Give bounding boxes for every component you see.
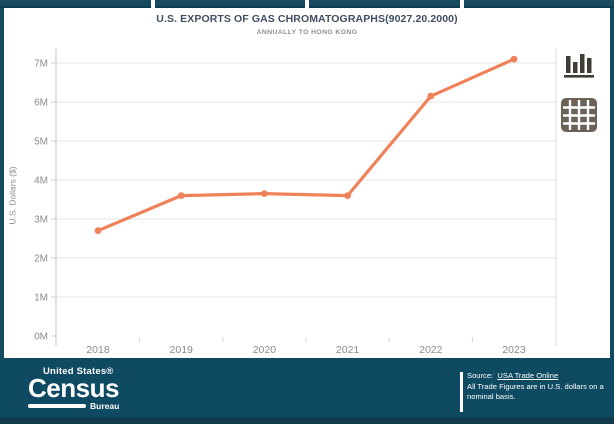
source-line: Source: USA Trade Online bbox=[467, 371, 604, 382]
sheet-tab-1[interactable] bbox=[0, 0, 151, 8]
logo-census: Census bbox=[28, 373, 119, 403]
logo-united-states: United States® bbox=[43, 366, 114, 377]
line-chart-canvas[interactable]: 0M 1M 2M 3M 4M 5M 6M 7M 2018 2019 2020 2021 2022 2023 bbox=[0, 40, 614, 358]
y-tick-label: 0M bbox=[34, 332, 48, 343]
chart-title: U.S. EXPORTS OF GAS CHROMATOGRAPHS(9027.… bbox=[156, 13, 458, 25]
footer: United States® Census Bureau Source: USA… bbox=[0, 358, 614, 424]
y-tick-label: 1M bbox=[34, 293, 48, 304]
y-tick-label: 3M bbox=[34, 215, 48, 226]
usa-trade-online-link[interactable]: USA Trade Online bbox=[497, 371, 559, 380]
data-point-marker[interactable] bbox=[510, 55, 518, 63]
trade-note-line-1: All Trade Figures are in U.S. dollars on… bbox=[467, 381, 604, 391]
sheet-tab-2[interactable] bbox=[154, 0, 305, 8]
x-tick-label: 2023 bbox=[502, 344, 526, 356]
source-block: Source: USA Trade Online All Trade Figur… bbox=[460, 371, 604, 412]
data-line[interactable] bbox=[96, 57, 516, 233]
table-view-button[interactable] bbox=[560, 97, 598, 136]
data-point-marker[interactable] bbox=[94, 227, 102, 235]
sheet-tab-4[interactable] bbox=[463, 0, 614, 8]
data-point-marker[interactable] bbox=[261, 190, 268, 198]
x-tick-label: 2021 bbox=[336, 344, 360, 356]
trade-note-line-2: nominal basis. bbox=[467, 392, 516, 402]
right-border bbox=[610, 0, 614, 424]
x-tick-label: 2020 bbox=[253, 344, 277, 356]
y-tick-label: 7M bbox=[34, 59, 48, 70]
census-bureau-logo: United States® Census Bureau bbox=[28, 366, 119, 411]
x-tick-label: 2019 bbox=[170, 344, 194, 356]
table-icon bbox=[561, 98, 597, 132]
bar-chart-view-button[interactable] bbox=[563, 48, 595, 83]
x-tick-label: 2022 bbox=[419, 344, 443, 356]
source-label: Source: bbox=[467, 371, 494, 380]
y-tick-label: 5M bbox=[34, 137, 48, 148]
y-tick-label: 2M bbox=[34, 254, 48, 265]
source-divider-rule bbox=[460, 372, 463, 412]
data-point-marker[interactable] bbox=[177, 192, 185, 200]
sheet-tab-3[interactable] bbox=[309, 0, 460, 8]
data-point-marker[interactable] bbox=[427, 92, 435, 100]
bar-chart-icon bbox=[564, 54, 594, 78]
data-point-marker[interactable] bbox=[344, 192, 351, 200]
y-axis-title: U.S. Dollars ($) bbox=[7, 166, 18, 225]
y-tick-label: 6M bbox=[34, 98, 48, 109]
chart-subtitle: ANNUALLY TO HONG KONG bbox=[256, 29, 358, 36]
y-tick-label: 4M bbox=[34, 176, 48, 187]
left-border bbox=[0, 0, 4, 424]
sheet-tab-strip bbox=[0, 0, 614, 8]
x-tick-label: 2018 bbox=[86, 344, 110, 356]
logo-underline-bar bbox=[28, 403, 86, 409]
logo-bureau: Bureau bbox=[90, 401, 120, 411]
